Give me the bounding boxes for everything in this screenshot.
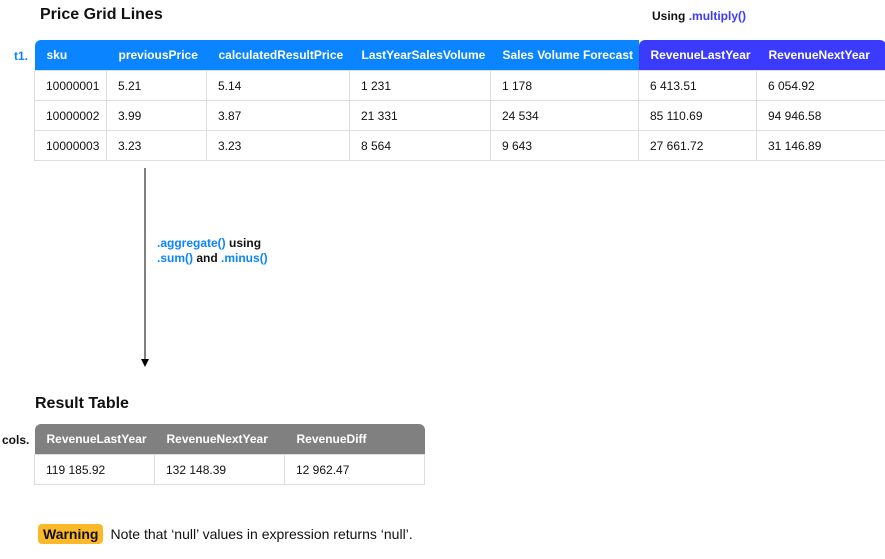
cell: 10000003 (34, 130, 107, 161)
cell: 132 148.39 (154, 454, 285, 485)
header-revenue-next-year: RevenueNextYear (756, 40, 885, 71)
header-row: sku previousPrice calculatedResultPrice … (34, 40, 885, 71)
warning-badge: Warning (38, 524, 104, 544)
table-row: 119 185.92 132 148.39 12 962.47 (34, 454, 425, 485)
cell: 85 110.69 (638, 100, 757, 131)
cell: 119 185.92 (34, 454, 155, 485)
price-grid-table: sku previousPrice calculatedResultPrice … (34, 40, 885, 161)
cell: 10000002 (34, 100, 107, 131)
using-text: using (225, 236, 262, 250)
page-title: Price Grid Lines (40, 6, 163, 23)
header-last-year-sales-volume: LastYearSalesVolume (349, 40, 491, 71)
header-sku: sku (34, 40, 107, 71)
cell: 5.14 (206, 70, 350, 101)
result-title: Result Table (35, 395, 129, 412)
cell: 8 564 (349, 130, 491, 161)
using-label: Using (652, 9, 686, 23)
cell: 9 643 (490, 130, 639, 161)
aggregate-method: .aggregate() (157, 236, 226, 250)
cell: 3.99 (106, 100, 207, 131)
multiply-note: Using .multiply() (652, 9, 746, 23)
cell: 21 331 (349, 100, 491, 131)
cell: 1 231 (349, 70, 491, 101)
cell: 6 054.92 (756, 70, 885, 101)
warning-text: Note that ‘null’ values in expression re… (110, 526, 413, 542)
and-text: and (193, 251, 222, 265)
header-revenue-diff: RevenueDiff (284, 424, 425, 455)
table-label-cols: cols. (2, 433, 30, 447)
cell: 12 962.47 (284, 454, 425, 485)
table-row: 10000002 3.99 3.87 21 331 24 534 85 110.69 94 … (34, 100, 885, 131)
minus-method: .minus() (221, 251, 268, 265)
table-row: 10000003 3.23 3.23 8 564 9 643 27 661.72 31 14… (34, 130, 885, 161)
header-revenue-next-year: RevenueNextYear (154, 424, 285, 455)
header-calculated-result-price: calculatedResultPrice (206, 40, 350, 71)
cell: 31 146.89 (756, 130, 885, 161)
down-arrow-icon (141, 168, 149, 367)
header-revenue-last-year: RevenueLastYear (34, 424, 155, 455)
cell: 3.87 (206, 100, 350, 131)
result-table: RevenueLastYear RevenueNextYear RevenueD… (34, 424, 425, 485)
aggregate-note: .aggregate() using .sum() and .minus() (157, 236, 268, 266)
cell: 3.23 (206, 130, 350, 161)
header-sales-volume-forecast: Sales Volume Forecast (490, 40, 639, 71)
multiply-method: .multiply() (688, 9, 747, 23)
cell: 27 661.72 (638, 130, 757, 161)
cell: 10000001 (34, 70, 107, 101)
header-previous-price: previousPrice (106, 40, 207, 71)
cell: 1 178 (490, 70, 639, 101)
warning-note: Warning Note that ‘null’ values in expre… (38, 524, 413, 544)
sum-method: .sum() (157, 251, 193, 265)
table-label-t1: t1. (14, 49, 29, 63)
cell: 24 534 (490, 100, 639, 131)
header-revenue-last-year: RevenueLastYear (638, 40, 757, 71)
cell: 5.21 (106, 70, 207, 101)
cell: 6 413.51 (638, 70, 757, 101)
cell: 3.23 (106, 130, 207, 161)
header-row: RevenueLastYear RevenueNextYear RevenueD… (34, 424, 425, 455)
cell: 94 946.58 (756, 100, 885, 131)
table-row: 10000001 5.21 5.14 1 231 1 178 6 413.51 6 054.… (34, 70, 885, 101)
